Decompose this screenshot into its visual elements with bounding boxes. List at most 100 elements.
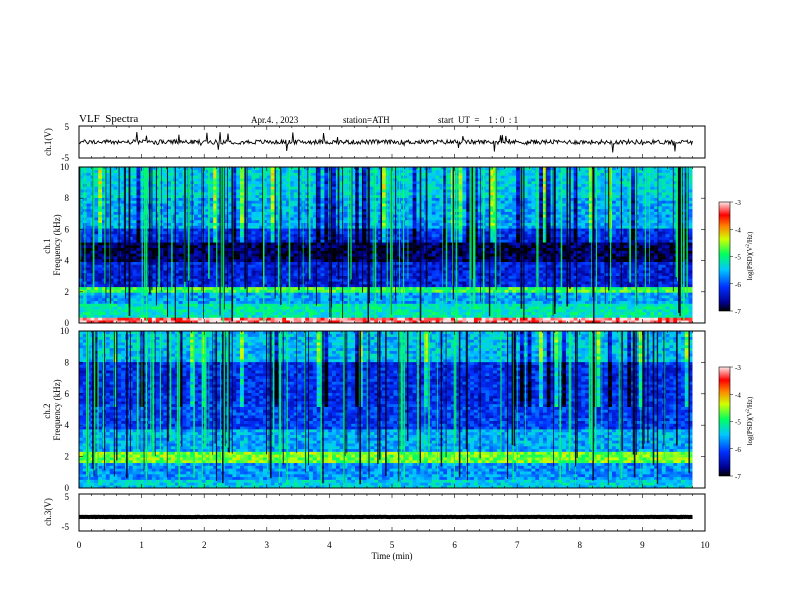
- spectrogram-cell: [505, 312, 509, 315]
- spectrogram-cell: [654, 317, 658, 320]
- spectrogram-cell: [137, 301, 141, 304]
- spectrogram-cell: [462, 298, 466, 301]
- spectrogram-cell: [290, 276, 294, 279]
- spectrogram-cell: [581, 278, 585, 281]
- spectrogram-cell: [439, 281, 443, 284]
- spectrogram-cell: [501, 309, 505, 312]
- spectrogram-cell: [616, 301, 620, 304]
- spectrogram-cell: [209, 287, 213, 290]
- spectrogram-cell: [236, 281, 240, 284]
- spectrogram-cell: [405, 290, 409, 293]
- spectrogram-cell: [581, 317, 585, 320]
- spectrogram-cell: [133, 284, 137, 287]
- spectrogram-cell: [597, 304, 601, 307]
- spectrogram-cell: [432, 290, 436, 293]
- spectrogram-cell: [508, 278, 512, 281]
- spectrogram-cell: [179, 298, 183, 301]
- spectrogram-cell: [685, 306, 689, 309]
- spectrogram-cell: [171, 306, 175, 309]
- spectrogram-cell: [133, 315, 137, 318]
- spectrogram-cell: [597, 290, 601, 293]
- spectrogram-cell: [282, 290, 286, 293]
- spectrogram-cell: [117, 306, 121, 309]
- spectrogram-cell: [543, 315, 547, 318]
- spectrogram-cell: [98, 290, 102, 293]
- spectrogram-cell: [547, 281, 551, 284]
- spectrogram-cell: [478, 292, 482, 295]
- spectrogram-cell: [294, 306, 298, 309]
- spectrogram-cell: [562, 295, 566, 298]
- spectrogram-cell: [240, 304, 244, 307]
- spectrogram-cell: [574, 278, 578, 281]
- spectrogram-cell: [643, 292, 647, 295]
- spectrogram-cell: [117, 304, 121, 307]
- spectrogram-cell: [370, 317, 374, 320]
- spectrogram-cell: [650, 287, 654, 290]
- spectrogram-cell: [566, 312, 570, 315]
- spectrogram-cell: [282, 309, 286, 312]
- spectrogram-cell: [363, 290, 367, 293]
- spectrogram-cell: [627, 301, 631, 304]
- spectrogram-cell: [459, 298, 463, 301]
- spectrogram-cell: [535, 304, 539, 307]
- spectrogram-cell: [508, 290, 512, 293]
- spectrogram-cell: [133, 276, 137, 279]
- spectrogram-cell: [646, 295, 650, 298]
- spectrogram-cell: [198, 276, 202, 279]
- spectrogram-cell: [409, 295, 413, 298]
- spectrogram-cell: [424, 312, 428, 315]
- spectrogram-cell: [152, 276, 156, 279]
- spectrogram-cell: [428, 317, 432, 320]
- spectrogram-cell: [317, 301, 321, 304]
- spectrogram-cell: [539, 290, 543, 293]
- spectrogram-cell: [439, 306, 443, 309]
- spectrogram-cell: [436, 298, 440, 301]
- spectrogram-cell: [378, 301, 382, 304]
- spectrogram-cell: [248, 304, 252, 307]
- spectrogram-cell: [271, 287, 275, 290]
- spectrogram-cell: [91, 298, 95, 301]
- spectrogram-cell: [294, 309, 298, 312]
- spectrogram-cell: [439, 312, 443, 315]
- spectrogram-cell: [639, 295, 643, 298]
- spectrogram-cell: [282, 276, 286, 279]
- spectrogram-cell: [198, 315, 202, 318]
- spectrogram-cell: [662, 317, 666, 320]
- spectrogram-cell: [359, 295, 363, 298]
- spectrogram-cell: [405, 298, 409, 301]
- spectrogram-cell: [627, 290, 631, 293]
- spectrogram-cell: [363, 312, 367, 315]
- spectrogram-cell: [363, 284, 367, 287]
- spectrogram-cell: [428, 306, 432, 309]
- spectrogram-cell: [91, 306, 95, 309]
- spectrogram-cell: [137, 298, 141, 301]
- spectrogram-cell: [643, 317, 647, 320]
- spectrogram-cell: [662, 278, 666, 281]
- spectrogram-cell: [370, 298, 374, 301]
- spectrogram-cell: [267, 306, 271, 309]
- spectrogram-cell: [689, 295, 693, 298]
- spectrogram-cell: [298, 315, 302, 318]
- spectrogram-cell: [508, 301, 512, 304]
- spectrogram-cell: [581, 298, 585, 301]
- spectrogram-cell: [225, 287, 229, 290]
- spectrogram-cell: [566, 309, 570, 312]
- spectrogram-cell: [424, 290, 428, 293]
- spectrogram-cell: [585, 290, 589, 293]
- spectrogram-cell: [501, 278, 505, 281]
- spectrogram-cell: [662, 315, 666, 318]
- spectrogram-cell: [405, 306, 409, 309]
- spectrogram-cell: [163, 290, 167, 293]
- spectrogram-cell: [424, 315, 428, 318]
- spectrogram-cell: [209, 306, 213, 309]
- spectrogram-cell: [462, 304, 466, 307]
- spectrogram-cell: [206, 317, 210, 320]
- spectrogram-cell: [206, 287, 210, 290]
- spectrogram-cell: [382, 317, 386, 320]
- spectrogram-cell: [612, 304, 616, 307]
- spectrogram-cell: [539, 298, 543, 301]
- spectrogram-cell: [639, 301, 643, 304]
- spectrogram-cell: [501, 315, 505, 318]
- spectrogram-cell: [117, 284, 121, 287]
- spectrogram-cell: [566, 306, 570, 309]
